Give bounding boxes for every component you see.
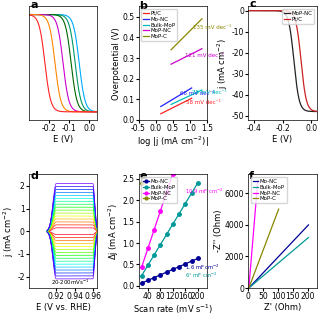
Text: 135 mV dec⁻¹: 135 mV dec⁻¹	[193, 25, 231, 30]
X-axis label: log |j (mA cm$^{-2}$)|: log |j (mA cm$^{-2}$)|	[137, 134, 209, 149]
Text: 58 mV dec⁻¹: 58 mV dec⁻¹	[186, 100, 220, 106]
Y-axis label: $\Delta$j (mA cm$^{-2}$): $\Delta$j (mA cm$^{-2}$)	[107, 203, 121, 260]
Text: b: b	[139, 2, 147, 12]
X-axis label: E (V vs. RHE): E (V vs. RHE)	[36, 302, 91, 312]
Text: 66 mV dec⁻¹: 66 mV dec⁻¹	[180, 91, 214, 96]
Text: 10.9 mF cm$^{-2}$: 10.9 mF cm$^{-2}$	[185, 187, 224, 196]
Y-axis label: j (mA cm$^{-2}$): j (mA cm$^{-2}$)	[1, 205, 16, 257]
Text: c: c	[250, 0, 256, 10]
Legend: Mo-NC, Bulk-MoP, MoP-NC, MoP-C: Mo-NC, Bulk-MoP, MoP-NC, MoP-C	[251, 177, 287, 203]
Text: 121 mV dec⁻¹: 121 mV dec⁻¹	[185, 53, 223, 58]
Text: f: f	[249, 171, 254, 181]
Y-axis label: -Z'' (Ohm): -Z'' (Ohm)	[214, 210, 223, 252]
Legend: Pt/C, Mo-NC, Bulk-MoP, MoP-NC, MoP-C: Pt/C, Mo-NC, Bulk-MoP, MoP-NC, MoP-C	[141, 9, 177, 41]
X-axis label: E (V): E (V)	[53, 134, 73, 143]
Legend: Mo-NC, Bulk-MoP, MoP-NC, MoP-C: Mo-NC, Bulk-MoP, MoP-NC, MoP-C	[141, 177, 177, 203]
Legend: MoP-NC, Pt/C: MoP-NC, Pt/C	[283, 9, 314, 24]
X-axis label: E (V): E (V)	[272, 134, 292, 143]
X-axis label: Scan rate (mV s$^{-1}$): Scan rate (mV s$^{-1}$)	[132, 302, 213, 316]
Text: 75 mV dec⁻¹: 75 mV dec⁻¹	[192, 90, 226, 95]
Text: d: d	[31, 171, 38, 181]
Text: 6° mF cm$^{-2}$: 6° mF cm$^{-2}$	[185, 271, 218, 280]
Text: 1.6 mF cm$^{-2}$: 1.6 mF cm$^{-2}$	[185, 262, 220, 272]
Text: a: a	[31, 0, 38, 11]
X-axis label: Z' (Ohm): Z' (Ohm)	[264, 302, 301, 312]
Text: 20-200mVs$^{-1}$: 20-200mVs$^{-1}$	[51, 277, 89, 287]
Text: e: e	[139, 171, 147, 181]
Y-axis label: j (mA cm$^{-2}$): j (mA cm$^{-2}$)	[216, 37, 230, 89]
Y-axis label: Overpotential (V): Overpotential (V)	[112, 27, 121, 100]
